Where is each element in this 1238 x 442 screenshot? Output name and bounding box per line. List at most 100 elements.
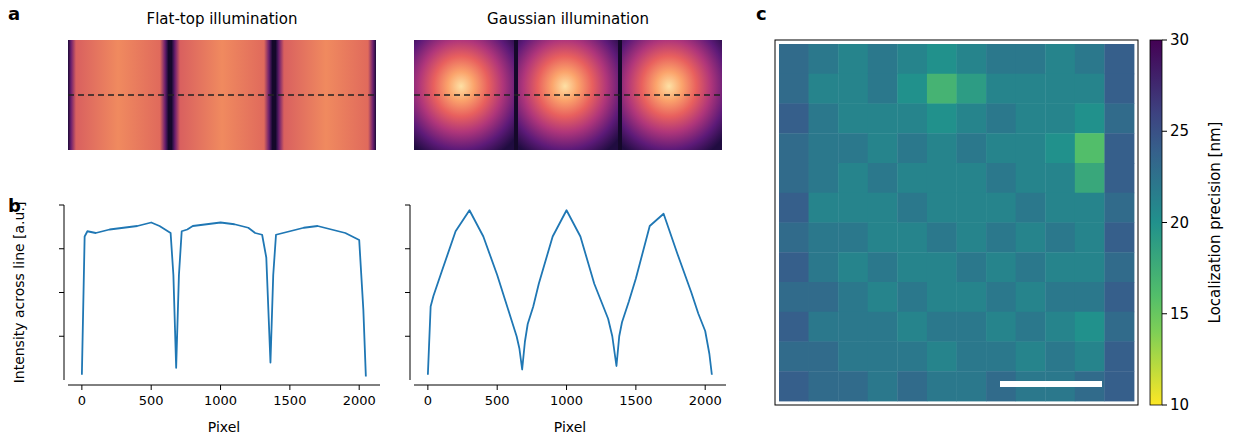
x-tick bbox=[497, 385, 498, 390]
y-tick bbox=[59, 248, 64, 249]
map-cell bbox=[986, 223, 1016, 253]
colorbar-tick bbox=[1162, 222, 1167, 223]
map-cell bbox=[1045, 193, 1075, 223]
plot-area bbox=[82, 223, 366, 377]
map-cell bbox=[868, 163, 898, 193]
map-cell bbox=[897, 312, 927, 342]
map-cell bbox=[957, 74, 987, 104]
map-cell bbox=[1016, 104, 1046, 134]
map-cell bbox=[897, 44, 927, 74]
x-tick bbox=[359, 385, 360, 390]
image-title: Flat-top illumination bbox=[147, 10, 298, 28]
map-cell bbox=[1075, 133, 1105, 163]
map-cell bbox=[1016, 193, 1046, 223]
map-cell bbox=[1016, 74, 1046, 104]
map-cell bbox=[809, 252, 839, 282]
map-cell bbox=[1104, 252, 1134, 282]
y-tick bbox=[59, 205, 64, 206]
map-cell bbox=[868, 193, 898, 223]
map-cell bbox=[1016, 312, 1046, 342]
profile-curve bbox=[428, 210, 712, 375]
map-cell bbox=[957, 312, 987, 342]
map-cell bbox=[868, 44, 898, 74]
y-tick bbox=[405, 205, 410, 206]
map-cell bbox=[1104, 371, 1134, 401]
y-tick bbox=[405, 248, 410, 249]
map-cell bbox=[1016, 282, 1046, 312]
map-cell bbox=[779, 312, 809, 342]
x-tick-label: 1500 bbox=[619, 393, 652, 408]
image-background bbox=[414, 40, 722, 150]
map-cell bbox=[957, 342, 987, 372]
map-cell bbox=[1075, 104, 1105, 134]
map-cell bbox=[927, 104, 957, 134]
map-cell bbox=[1075, 282, 1105, 312]
map-cell bbox=[838, 223, 868, 253]
map-cell bbox=[809, 223, 839, 253]
map-cell bbox=[897, 163, 927, 193]
map-cell bbox=[838, 193, 868, 223]
map-cell bbox=[809, 193, 839, 223]
map-cell bbox=[957, 252, 987, 282]
colorbar-tick-label: 10 bbox=[1170, 396, 1189, 414]
map-cell bbox=[838, 104, 868, 134]
map-cell bbox=[809, 342, 839, 372]
map-cell bbox=[868, 312, 898, 342]
colorbar-tick bbox=[1162, 40, 1167, 41]
profile-line bbox=[414, 94, 722, 95]
profile-line bbox=[68, 94, 376, 95]
map-cell bbox=[838, 74, 868, 104]
x-tick-label: 500 bbox=[485, 393, 510, 408]
map-cell bbox=[1104, 312, 1134, 342]
map-cell bbox=[1075, 312, 1105, 342]
map-cell bbox=[1075, 193, 1105, 223]
map-frame bbox=[775, 40, 1138, 405]
map-cells bbox=[779, 44, 1134, 401]
colorbar-tick bbox=[1162, 131, 1167, 132]
map-cell bbox=[927, 223, 957, 253]
x-tick-label: 0 bbox=[424, 393, 432, 408]
map-cell bbox=[779, 223, 809, 253]
map-cell bbox=[1075, 44, 1105, 74]
map-cell bbox=[868, 133, 898, 163]
map-cell bbox=[927, 74, 957, 104]
map-cell bbox=[1045, 312, 1075, 342]
colorbar-tick-label: 20 bbox=[1170, 214, 1189, 232]
map-cell bbox=[897, 104, 927, 134]
panel-letter: a bbox=[8, 3, 20, 24]
map-cell bbox=[957, 193, 987, 223]
map-cell bbox=[779, 133, 809, 163]
map-cell bbox=[1075, 342, 1105, 372]
map-cell bbox=[1075, 74, 1105, 104]
map-background bbox=[775, 40, 1138, 405]
map-cell bbox=[838, 312, 868, 342]
map-cell bbox=[779, 104, 809, 134]
x-tick bbox=[220, 385, 221, 390]
map-cell bbox=[957, 371, 987, 401]
map-cell bbox=[957, 223, 987, 253]
map-cell bbox=[986, 133, 1016, 163]
map-cell bbox=[809, 312, 839, 342]
map-cell bbox=[1104, 193, 1134, 223]
map-cell bbox=[986, 342, 1016, 372]
map-cell bbox=[957, 163, 987, 193]
map-cell bbox=[1104, 282, 1134, 312]
x-tick bbox=[427, 385, 428, 390]
map-cell bbox=[779, 74, 809, 104]
image-title: Gaussian illumination bbox=[487, 10, 649, 28]
map-cell bbox=[986, 312, 1016, 342]
map-cell bbox=[897, 371, 927, 401]
map-cell bbox=[809, 74, 839, 104]
x-tick-label: 1500 bbox=[273, 393, 306, 408]
x-tick-label: 1000 bbox=[550, 393, 583, 408]
map-cell bbox=[838, 133, 868, 163]
map-cell bbox=[779, 342, 809, 372]
y-tick bbox=[59, 336, 64, 337]
map-cell bbox=[897, 133, 927, 163]
map-cell bbox=[779, 252, 809, 282]
panel-letter: c bbox=[756, 3, 767, 24]
map-cell bbox=[1104, 163, 1134, 193]
y-tick bbox=[405, 292, 410, 293]
map-cell bbox=[1075, 163, 1105, 193]
map-cell bbox=[927, 342, 957, 372]
